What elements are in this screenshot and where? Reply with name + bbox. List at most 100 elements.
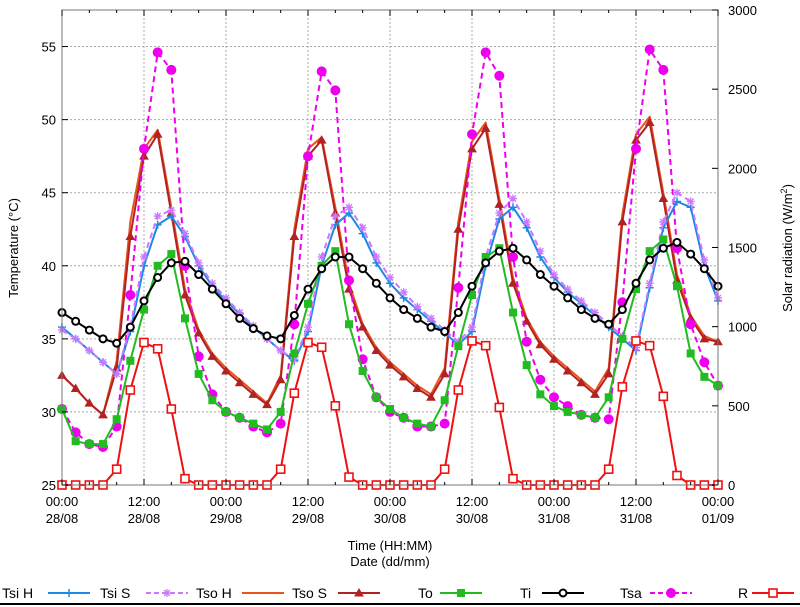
- marker-square-open: [111, 464, 122, 474]
- marker-circle-open: [467, 281, 477, 291]
- marker-square: [276, 407, 285, 416]
- y-tick-label: 45: [42, 186, 56, 201]
- x-tick-label-date: 29/08: [292, 511, 325, 526]
- marker-circle-open: [180, 256, 190, 266]
- marker-square: [550, 402, 558, 411]
- marker-square: [536, 390, 545, 399]
- y-tick-label: 55: [42, 40, 56, 55]
- series-tso-s: [57, 117, 723, 419]
- marker-star: [181, 229, 189, 238]
- marker-square: [263, 425, 271, 434]
- y2-tick-label: 1500: [728, 241, 757, 256]
- marker-circle-open: [508, 243, 518, 253]
- marker-star: [686, 197, 695, 206]
- marker-square: [673, 282, 681, 291]
- marker-square: [659, 235, 668, 244]
- left-axis: 25 30 35 40 45 50 55: [42, 40, 68, 493]
- marker-square: [440, 396, 449, 405]
- legend-label: Tso H: [196, 585, 232, 601]
- x-tick-label-time: 12:00: [620, 494, 653, 509]
- marker-star: [659, 217, 668, 226]
- marker-circle-filled: [193, 351, 204, 362]
- marker-star: [536, 247, 545, 256]
- marker-circle-filled: [666, 588, 676, 598]
- marker-circle-open: [98, 334, 108, 344]
- marker-square: [235, 413, 244, 422]
- marker-circle-open: [658, 243, 668, 253]
- marker-circle-open: [289, 310, 299, 320]
- marker-circle-open: [617, 305, 627, 315]
- y-tick-label: 25: [42, 478, 56, 493]
- marker-triangle: [221, 365, 231, 375]
- marker-circle-open: [453, 308, 463, 318]
- marker-circle-filled: [549, 392, 559, 403]
- marker-circle-open: [139, 296, 149, 306]
- marker-plus: [673, 197, 681, 206]
- marker-square: [71, 437, 80, 446]
- marker-square-open: [275, 464, 286, 474]
- marker-circle-open: [549, 281, 559, 291]
- marker-star: [632, 343, 640, 352]
- marker-star: [208, 279, 217, 288]
- marker-circle-filled: [139, 143, 149, 154]
- marker-circle-filled: [535, 374, 546, 385]
- marker-circle-filled: [439, 418, 450, 429]
- marker-plus: [65, 589, 73, 597]
- marker-square: [194, 369, 203, 378]
- marker-square: [85, 440, 94, 449]
- y2-tick-label: 0: [728, 478, 735, 493]
- marker-star: [140, 253, 148, 261]
- marker-circle-open: [672, 237, 682, 247]
- y2-tick-label: 2500: [728, 82, 757, 97]
- marker-square-open: [644, 340, 655, 351]
- marker-star: [358, 223, 367, 232]
- marker-star: [167, 206, 176, 215]
- marker-square: [618, 334, 627, 343]
- y2-axis-title: Solar radiation (W/m2): [779, 184, 795, 312]
- marker-triangle: [535, 339, 546, 349]
- marker-square-open: [631, 336, 641, 346]
- marker-square: [413, 419, 422, 428]
- series-to: [58, 235, 722, 449]
- marker-square-open: [344, 472, 354, 482]
- y-axis-title: Temperature (°C): [6, 198, 21, 298]
- marker-square-open: [139, 337, 149, 348]
- marker-triangle: [289, 231, 300, 241]
- marker-circle-filled: [521, 336, 532, 347]
- marker-square: [126, 356, 135, 365]
- marker-circle-filled: [125, 290, 136, 300]
- marker-square: [358, 367, 367, 375]
- marker-star: [386, 273, 394, 282]
- x-tick-label-time: 00:00: [538, 494, 571, 509]
- marker-circle-open: [166, 258, 176, 268]
- marker-star: [85, 346, 94, 355]
- marker-square: [112, 415, 121, 424]
- marker-square: [522, 361, 531, 370]
- marker-triangle: [180, 289, 190, 299]
- marker-triangle: [316, 135, 327, 144]
- legend-label: Tso S: [292, 585, 327, 601]
- marker-circle-open: [276, 334, 286, 344]
- marker-square: [208, 396, 217, 405]
- marker-square: [140, 305, 148, 314]
- marker-triangle: [549, 354, 559, 363]
- marker-circle-open: [686, 249, 696, 259]
- marker-square: [167, 250, 176, 259]
- marker-square-open: [768, 588, 778, 598]
- marker-circle-open: [153, 272, 163, 282]
- marker-circle-filled: [303, 151, 313, 162]
- x-tick-label-time: 00:00: [702, 494, 735, 509]
- marker-circle-filled: [644, 44, 655, 55]
- x-tick-label-time: 00:00: [374, 494, 407, 509]
- legend-label: R: [738, 585, 748, 601]
- marker-square: [457, 589, 465, 597]
- marker-triangle: [70, 383, 81, 393]
- marker-circle-open: [494, 246, 504, 256]
- marker-star: [413, 302, 422, 311]
- legend-label: Tsi H: [2, 585, 33, 601]
- marker-square: [399, 413, 408, 422]
- marker-triangle: [453, 224, 464, 233]
- marker-circle-filled: [152, 47, 163, 58]
- marker-square-open: [480, 340, 491, 351]
- marker-square-open: [289, 388, 300, 398]
